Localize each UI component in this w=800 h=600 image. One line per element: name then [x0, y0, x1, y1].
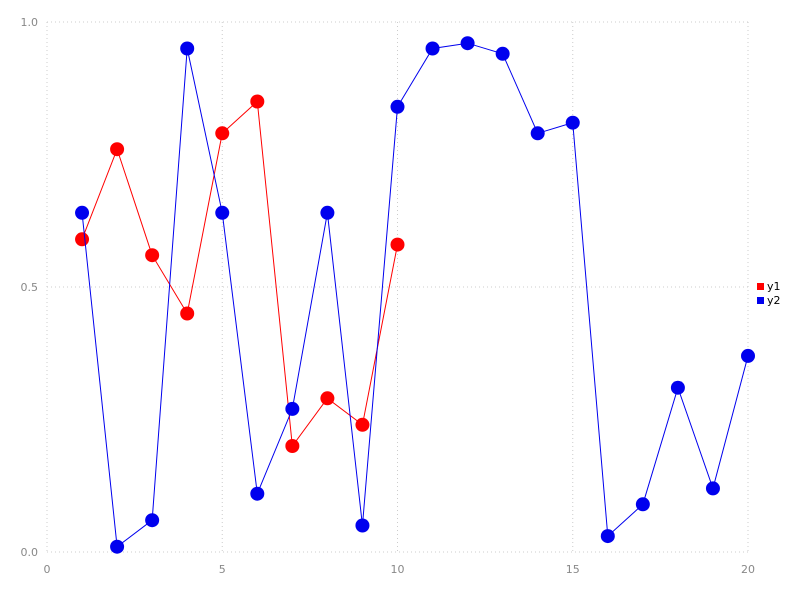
svg-text:15: 15 [566, 563, 580, 576]
svg-text:20: 20 [741, 563, 755, 576]
legend-label-y2: y2 [767, 294, 781, 307]
svg-text:1.0: 1.0 [21, 16, 39, 29]
svg-text:0.5: 0.5 [21, 281, 39, 294]
legend: y1 y2 [757, 280, 781, 307]
svg-text:0.0: 0.0 [21, 546, 39, 559]
legend-swatch-y2-icon [757, 297, 764, 304]
svg-text:10: 10 [391, 563, 405, 576]
legend-item-y1: y1 [757, 280, 781, 293]
svg-text:0: 0 [44, 563, 51, 576]
legend-swatch-y1-icon [757, 283, 764, 290]
legend-label-y1: y1 [767, 280, 781, 293]
svg-text:5: 5 [219, 563, 226, 576]
legend-item-y2: y2 [757, 294, 781, 307]
